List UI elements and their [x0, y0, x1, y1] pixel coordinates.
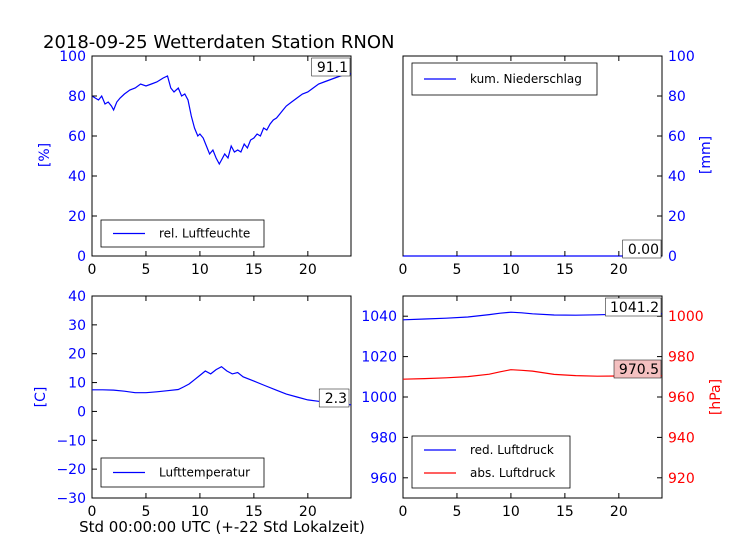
y-axis-label: [mm] — [698, 136, 714, 174]
y-axis-label: [hPa] — [708, 379, 724, 415]
x-tick-label: 20 — [299, 262, 317, 278]
x-tick-label: 15 — [245, 262, 263, 278]
x-tick-label: 0 — [399, 504, 408, 520]
y-tick-label: 10 — [68, 376, 86, 392]
y-tick-label-left: 980 — [370, 430, 397, 446]
x-tick-label: 10 — [502, 504, 520, 520]
legend-label: red. Luftdruck — [470, 443, 554, 457]
y-tick-label: 20 — [68, 347, 86, 363]
humidity-last-value-box — [311, 57, 351, 77]
y-tick-label: 100 — [668, 49, 695, 65]
y-tick-label: 20 — [68, 209, 86, 225]
y-tick-label: 40 — [68, 289, 86, 305]
y-axis-label: [%] — [37, 143, 53, 167]
y-tick-label: −10 — [56, 433, 86, 449]
y-tick-label: 100 — [59, 49, 86, 65]
y-tick-label: 0 — [668, 249, 677, 265]
y-tick-label: 40 — [68, 169, 86, 185]
x-tick-label: 5 — [452, 504, 461, 520]
x-tick-label: 5 — [141, 504, 150, 520]
x-tick-label: 15 — [556, 262, 574, 278]
y-tick-label-left: 960 — [370, 471, 397, 487]
y-tick-label-right: 980 — [668, 350, 695, 366]
y-tick-label-left: 1020 — [361, 350, 397, 366]
plot-frame-3 — [91, 295, 352, 499]
y-tick-label-right: 940 — [668, 430, 695, 446]
x-tick-label: 10 — [191, 262, 209, 278]
plot-frame-1 — [91, 55, 352, 257]
x-tick-label: 20 — [610, 504, 628, 520]
x-tick-label: 15 — [556, 504, 574, 520]
temperature-last-value-box — [318, 388, 350, 408]
y-tick-label: 40 — [668, 169, 686, 185]
x-tick-label: 0 — [399, 262, 408, 278]
figure-xlabel: Std 00:00:00 UTC (+-22 Std Lokalzeit) — [79, 518, 365, 536]
y-tick-label-left: 1000 — [361, 390, 397, 406]
y-tick-label: 60 — [668, 129, 686, 145]
x-tick-label: 10 — [502, 262, 520, 278]
y-tick-label: 80 — [68, 89, 86, 105]
y-tick-label-left: 1040 — [361, 309, 397, 325]
y-tick-label-right: 960 — [668, 390, 695, 406]
y-tick-label: 20 — [668, 209, 686, 225]
absolute-pressure-last-value-box — [613, 359, 662, 379]
absolute-pressure-line — [402, 369, 662, 380]
figure-title: 2018-09-25 Wetterdaten Station RNON — [43, 32, 394, 53]
x-tick-label: 10 — [191, 504, 209, 520]
x-tick-label: 5 — [452, 262, 461, 278]
y-axis-label: [C] — [33, 387, 49, 408]
y-tick-label-right: 1000 — [668, 309, 704, 325]
x-tick-label: 5 — [141, 262, 150, 278]
legend-label: kum. Niederschlag — [470, 72, 582, 86]
temperature-last-value: 2.3 — [325, 391, 347, 407]
humidity-last-value: 91.1 — [317, 60, 348, 76]
precipitation-last-value: 0.00 — [628, 242, 659, 258]
legend-label: abs. Luftdruck — [470, 466, 555, 480]
x-tick-label: 20 — [299, 504, 317, 520]
precipitation-last-value-box — [622, 239, 662, 259]
reduced-pressure-last-value-box — [605, 297, 662, 317]
x-tick-label: 0 — [88, 504, 97, 520]
y-tick-label: −20 — [56, 462, 86, 478]
x-tick-label: 0 — [88, 262, 97, 278]
x-tick-label: 15 — [245, 504, 263, 520]
y-tick-label: 0 — [77, 249, 86, 265]
y-tick-label: 80 — [668, 89, 686, 105]
y-tick-label: −30 — [56, 491, 86, 507]
y-tick-label-right: 920 — [668, 471, 695, 487]
legend-box — [411, 435, 571, 489]
humidity-line — [91, 73, 352, 166]
absolute-pressure-last-value: 970.5 — [619, 362, 659, 378]
y-tick-label: 30 — [68, 318, 86, 334]
legend-label: Lufttemperatur — [159, 466, 250, 480]
x-tick-label: 20 — [610, 262, 628, 278]
temperature-line — [92, 365, 352, 406]
y-tick-label: 0 — [77, 404, 86, 420]
y-tick-label: 60 — [68, 129, 86, 145]
reduced-pressure-last-value: 1041.2 — [610, 300, 659, 316]
legend-label: rel. Luftfeuchte — [159, 227, 250, 241]
